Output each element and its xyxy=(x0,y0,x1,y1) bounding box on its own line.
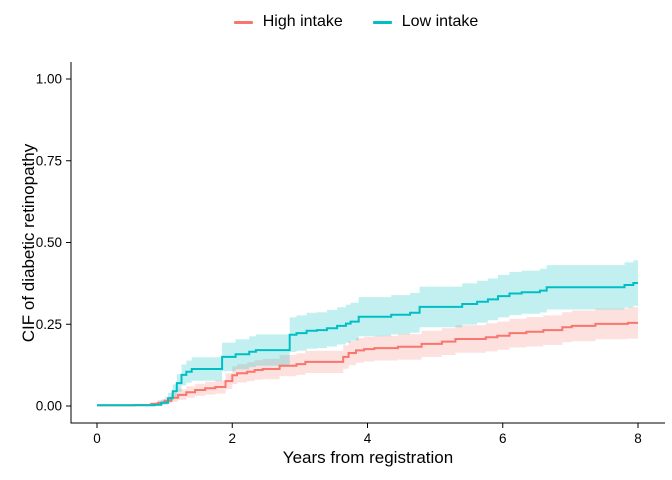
x-tick-label: 8 xyxy=(634,431,642,446)
y-tick-label: 0.25 xyxy=(36,317,62,332)
legend-label-high-intake: High intake xyxy=(262,13,343,30)
y-tick-label: 0.75 xyxy=(36,153,62,168)
x-axis-title: Years from registration xyxy=(282,448,454,467)
y-tick-label: 0.00 xyxy=(36,399,62,414)
legend-item-low-intake: Low intake xyxy=(372,13,479,30)
x-tick-label: 4 xyxy=(364,431,372,446)
y-tick-label: 0.50 xyxy=(36,235,62,250)
legend: High intake Low intake xyxy=(20,14,672,30)
y-tick-label: 1.00 xyxy=(36,72,62,87)
low-intake-line-swatch xyxy=(372,20,392,24)
x-tick-label: 0 xyxy=(93,431,101,446)
x-tick-label: 6 xyxy=(499,431,507,446)
x-tick-label: 2 xyxy=(228,431,236,446)
cif-curve-low-intake xyxy=(97,282,638,407)
legend-item-high-intake: High intake xyxy=(233,13,343,30)
high-intake-line-swatch xyxy=(233,20,253,24)
legend-label-low-intake: Low intake xyxy=(401,13,479,30)
cif-curve-high-intake xyxy=(97,321,638,407)
